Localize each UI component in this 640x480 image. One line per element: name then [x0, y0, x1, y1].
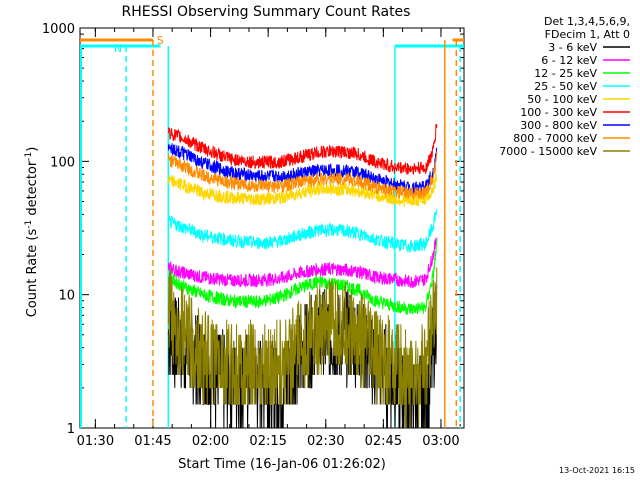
y-tick-label: 1: [67, 422, 75, 437]
legend-entry-4: 50 - 100 keV: [527, 93, 597, 106]
legend-entry-0: 3 - 6 keV: [548, 41, 597, 54]
series-line-3: [167, 209, 438, 253]
x-axis-label: Start Time (16-Jan-06 01:26:02): [178, 457, 386, 472]
x-tick-label: 01:30: [77, 434, 114, 449]
x-tick-label: 02:30: [307, 434, 344, 449]
legend-entry-1: 6 - 12 keV: [541, 54, 597, 67]
chart-title: RHESSI Observing Summary Count Rates: [122, 4, 411, 20]
y-tick-label: 1000: [42, 22, 75, 37]
series-line-8: [167, 267, 438, 429]
y-axis-label: Count Rate (s-1 detector-1): [24, 147, 40, 318]
night-label: N: [114, 42, 122, 55]
legend-entry-5: 100 - 300 keV: [520, 106, 597, 119]
x-tick-label: 03:00: [422, 434, 459, 449]
x-tick-label: 01:45: [134, 434, 171, 449]
legend-entry-7: 800 - 7000 keV: [513, 132, 597, 145]
series-layer: [167, 123, 438, 429]
legend-header-1: Det 1,3,4,5,6,9,: [544, 15, 630, 28]
y-tick-label: 100: [50, 155, 75, 170]
series-line-7: [167, 151, 438, 200]
y-axis-label-sup2: -1: [24, 152, 34, 161]
y-axis-label-part3: ): [25, 147, 40, 152]
y-tick-label: 10: [58, 289, 75, 304]
x-tick-label: 02:45: [365, 434, 402, 449]
overlay-markers: NS: [80, 34, 464, 428]
series-line-5: [167, 123, 438, 175]
legend-header-2: FDecim 1, Att 0: [545, 28, 630, 41]
plot-axes: 1 10 100 1000 01:30 01:45 02:00 02:15 02:30 02:45…: [42, 22, 465, 449]
saa-label: S: [157, 34, 164, 47]
x-tick-label: 02:15: [249, 434, 286, 449]
legend-entry-2: 12 - 25 keV: [534, 67, 597, 80]
timestamp: 13-Oct-2021 16:15: [559, 466, 635, 475]
series-line-2: [167, 238, 438, 315]
legend: Det 1,3,4,5,6,9, FDecim 1, Att 0 3 - 6 k…: [499, 15, 630, 158]
x-tick-label: 02:00: [192, 434, 229, 449]
series-line-1: [167, 237, 438, 288]
y-axis-label-part1: Count Rate (s: [25, 229, 40, 318]
legend-entry-6: 300 - 800 keV: [520, 119, 597, 132]
legend-entry-8: 7000 - 15000 keV: [499, 145, 597, 158]
legend-entry-3: 25 - 50 keV: [534, 80, 597, 93]
y-axis-label-sup1: -1: [24, 220, 34, 229]
y-axis-label-part2: detector: [25, 160, 40, 220]
